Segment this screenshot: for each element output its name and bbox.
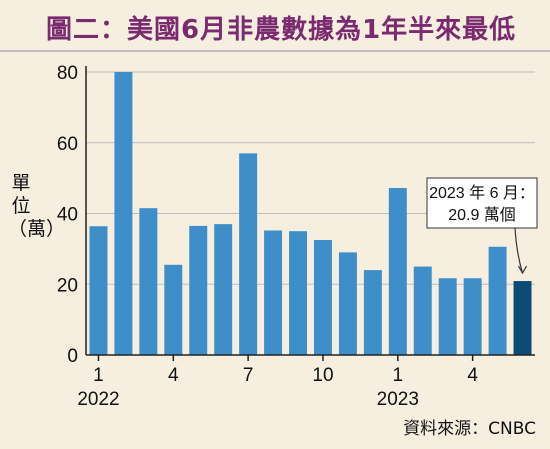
x-tick-label: 10 <box>312 365 333 386</box>
annotation-arrowhead <box>518 265 528 275</box>
bar-2022-04 <box>164 264 183 355</box>
chart-area: 0 20 40 60 80 1 4 7 10 1 4 2022 2023 2023 年 6 月： 20.9 … <box>0 52 550 445</box>
year-label: 2022 <box>77 389 119 410</box>
bar-2022-11 <box>338 252 357 355</box>
bar-2023-01 <box>388 188 407 355</box>
annotation-arrow <box>514 227 524 274</box>
x-tick-label: 4 <box>467 365 478 386</box>
bar-2022-08 <box>264 230 283 355</box>
bar-2023-05 <box>488 246 507 355</box>
title-bar: 圖二：美國6月非農數據為1年半來最低 <box>0 0 550 52</box>
annotation-box <box>426 177 538 229</box>
bar-2022-06 <box>214 224 233 355</box>
bar-2023-02 <box>413 266 432 355</box>
bar-2023-03 <box>438 278 457 355</box>
chart-title: 圖二：美國6月非農數據為1年半來最低 <box>46 15 517 45</box>
bar-chart: 0 20 40 60 80 1 4 7 10 1 4 2022 2023 2023 年 6 月： 20.9 … <box>57 63 538 410</box>
bar-2022-09 <box>289 231 308 355</box>
x-tick-label: 4 <box>168 365 179 386</box>
bar-2023-04 <box>463 278 482 355</box>
bar-2022-12 <box>363 270 382 355</box>
source-note: 資料來源：CNBC <box>403 419 536 439</box>
bar-2022-07 <box>239 153 258 355</box>
y-tick-label: 60 <box>57 134 78 155</box>
y-tick-label: 0 <box>67 346 78 367</box>
bar-2022-10 <box>313 240 332 355</box>
annotation-text: 2023 年 6 月： <box>429 184 535 202</box>
year-label: 2023 <box>377 389 419 410</box>
x-tick-label: 1 <box>93 365 104 386</box>
bar-2022-01 <box>89 226 108 355</box>
x-tick-label: 1 <box>393 365 404 386</box>
bar-2022-02 <box>114 72 133 355</box>
annotation-text: 20.9 萬個 <box>448 206 516 224</box>
y-tick-label: 20 <box>57 275 78 296</box>
y-tick-label: 40 <box>57 205 78 226</box>
y-tick-label: 80 <box>57 63 78 84</box>
bar-2022-03 <box>139 208 158 355</box>
x-tick-label: 7 <box>243 365 254 386</box>
bar-2023-06 <box>513 281 532 355</box>
bar-2022-05 <box>189 225 208 355</box>
